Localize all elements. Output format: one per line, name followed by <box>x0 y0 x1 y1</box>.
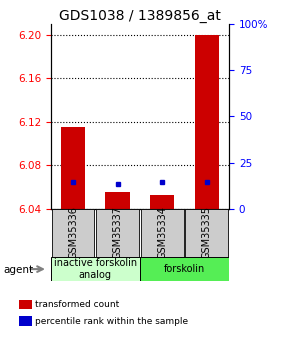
Bar <box>51 257 140 281</box>
Text: forskolin: forskolin <box>164 264 205 274</box>
Bar <box>150 195 175 209</box>
Bar <box>185 209 228 257</box>
Title: GDS1038 / 1389856_at: GDS1038 / 1389856_at <box>59 9 221 23</box>
Text: inactive forskolin
analog: inactive forskolin analog <box>54 258 137 280</box>
Text: GSM35334: GSM35334 <box>157 206 167 259</box>
Text: agent: agent <box>3 265 33 275</box>
Text: GSM35337: GSM35337 <box>113 206 123 259</box>
Text: GSM35336: GSM35336 <box>68 206 78 259</box>
Bar <box>141 209 184 257</box>
Text: GSM35335: GSM35335 <box>202 206 212 259</box>
Bar <box>96 209 139 257</box>
Text: transformed count: transformed count <box>35 300 119 309</box>
Bar <box>52 209 95 257</box>
Bar <box>140 257 229 281</box>
Bar <box>61 127 85 209</box>
Bar <box>195 35 219 209</box>
Text: percentile rank within the sample: percentile rank within the sample <box>35 317 188 326</box>
Bar <box>105 193 130 209</box>
